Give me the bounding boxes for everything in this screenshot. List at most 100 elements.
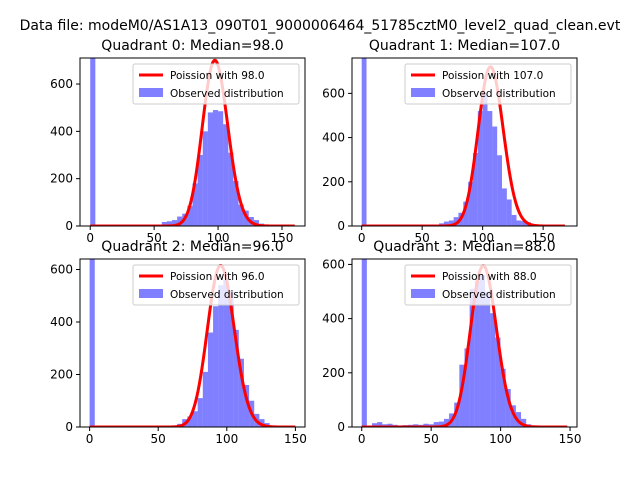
axes-frame — [351, 57, 578, 227]
histogram-bar — [448, 220, 454, 226]
subplot-title: Quadrant 1: Median=107.0 — [369, 38, 560, 54]
histogram-bar — [218, 285, 224, 427]
histogram-bar — [361, 259, 367, 427]
histogram-bar — [479, 275, 486, 427]
y-tick-label: 600 — [322, 86, 345, 100]
histogram-bar — [423, 423, 429, 427]
histogram-bar — [223, 280, 229, 427]
y-tick-label: 0 — [65, 420, 73, 434]
histogram-bar — [233, 181, 239, 226]
legend: Poission with 88.0 Observed distribution — [404, 264, 572, 306]
x-tick-label: 100 — [207, 231, 230, 245]
y-tick-label: 400 — [50, 124, 73, 138]
legend-patch-swatch — [139, 289, 163, 298]
x-tick-label: 0 — [358, 432, 366, 446]
x-tick-label: 100 — [215, 432, 238, 446]
axes-frame — [351, 258, 578, 428]
histogram-bar — [197, 155, 203, 226]
histogram-bar — [516, 220, 522, 226]
histogram-bar — [202, 131, 208, 226]
histogram-bar — [228, 152, 234, 226]
histogram-bar — [238, 358, 244, 427]
y-tick-label: 400 — [322, 131, 345, 145]
histogram-bar — [490, 313, 496, 427]
subplot-0: 0 50 100 150 0 200 400 600 Quadrant 0: Median=98… — [50, 38, 306, 245]
x-tick-label: 0 — [86, 432, 94, 446]
histogram-bar — [238, 204, 244, 226]
y-tick-label: 600 — [322, 257, 345, 271]
figure-suptitle: Data file: modeM0/AS1A13_090T01_90000064… — [20, 18, 621, 34]
histogram-bar — [521, 221, 527, 226]
x-tick-label: 150 — [284, 432, 307, 446]
x-tick-label: 100 — [471, 231, 494, 245]
histogram-bar — [361, 58, 367, 226]
x-tick-label: 50 — [415, 231, 430, 245]
histogram-bar — [485, 291, 491, 427]
histogram-bar — [500, 368, 506, 427]
legend-box — [132, 264, 300, 306]
histogram-bar — [187, 205, 193, 226]
histogram-bar — [207, 332, 214, 427]
histogram-bar — [495, 337, 501, 427]
histogram-bar — [497, 155, 502, 226]
histogram-bar — [474, 280, 480, 427]
legend-label-model: Poission with 88.0 — [442, 271, 537, 283]
y-tick-label: 600 — [50, 263, 73, 277]
histogram-bar — [443, 221, 449, 226]
histogram-bar — [223, 124, 229, 226]
histogram-bar — [192, 411, 198, 427]
histogram-bar — [459, 364, 465, 427]
legend-label-observed: Observed distribution — [170, 289, 284, 301]
legend-box — [404, 264, 572, 306]
legend-patch-swatch — [411, 289, 435, 298]
legend: Poission with 98.0 Observed distribution — [132, 63, 300, 105]
subplot-title: Quadrant 2: Median=96.0 — [101, 239, 283, 255]
axes-frame — [79, 258, 306, 428]
legend-label-observed: Observed distribution — [170, 88, 284, 100]
histogram-bar — [243, 385, 250, 427]
histogram-bar — [259, 419, 265, 427]
y-tick-label: 0 — [337, 219, 345, 233]
histogram-bar — [443, 418, 450, 427]
legend-label-model: Poission with 98.0 — [170, 70, 265, 82]
histogram-bar — [187, 416, 193, 427]
legend-patch-swatch — [139, 88, 163, 97]
histogram-bar — [492, 126, 498, 226]
poisson-curve — [89, 264, 296, 427]
histogram-bars — [361, 58, 551, 226]
x-tick-label: 50 — [424, 432, 439, 446]
legend-label-observed: Observed distribution — [442, 289, 556, 301]
histogram-bar — [177, 216, 183, 226]
histogram-bar — [463, 201, 469, 226]
histogram-bar — [468, 181, 473, 226]
legend: Poission with 107.0 Observed distribution — [404, 63, 572, 105]
subplot-1: 0 50 100 150 0 200 400 600 Quadrant 1: Median=10… — [322, 38, 578, 245]
histogram-bar — [433, 422, 439, 427]
subplot-title: Quadrant 3: Median=88.0 — [373, 239, 555, 255]
histogram-bar — [505, 389, 511, 427]
x-tick-label: 50 — [151, 432, 166, 446]
histogram-bar — [192, 183, 198, 226]
histogram-bar — [228, 290, 234, 427]
legend-box — [404, 63, 572, 105]
legend-label-observed: Observed distribution — [442, 88, 556, 100]
subplot-title: Quadrant 0: Median=98.0 — [101, 38, 283, 54]
histogram-bar — [166, 221, 173, 226]
histogram-bar — [218, 111, 224, 226]
subplot-2: 0 50 100 150 0 200 400 600 Quadrant 2: Median=96… — [50, 239, 307, 446]
y-tick-label: 0 — [337, 420, 345, 434]
histogram-bar — [477, 111, 483, 226]
histogram-bar — [472, 153, 478, 226]
legend: Poission with 96.0 Observed distribution — [132, 264, 300, 306]
y-tick-label: 0 — [65, 219, 73, 233]
histogram-bar — [464, 348, 470, 427]
histogram-bar — [453, 217, 459, 226]
y-tick-label: 200 — [50, 368, 73, 382]
x-tick-label: 100 — [489, 432, 512, 446]
y-tick-label: 200 — [322, 175, 345, 189]
legend-label-model: Poission with 96.0 — [170, 271, 265, 283]
subplot-grid: 0 50 100 150 0 200 400 600 Quadrant 0: Median=98… — [50, 38, 581, 446]
y-tick-label: 400 — [322, 312, 345, 326]
histogram-bar — [502, 188, 507, 226]
